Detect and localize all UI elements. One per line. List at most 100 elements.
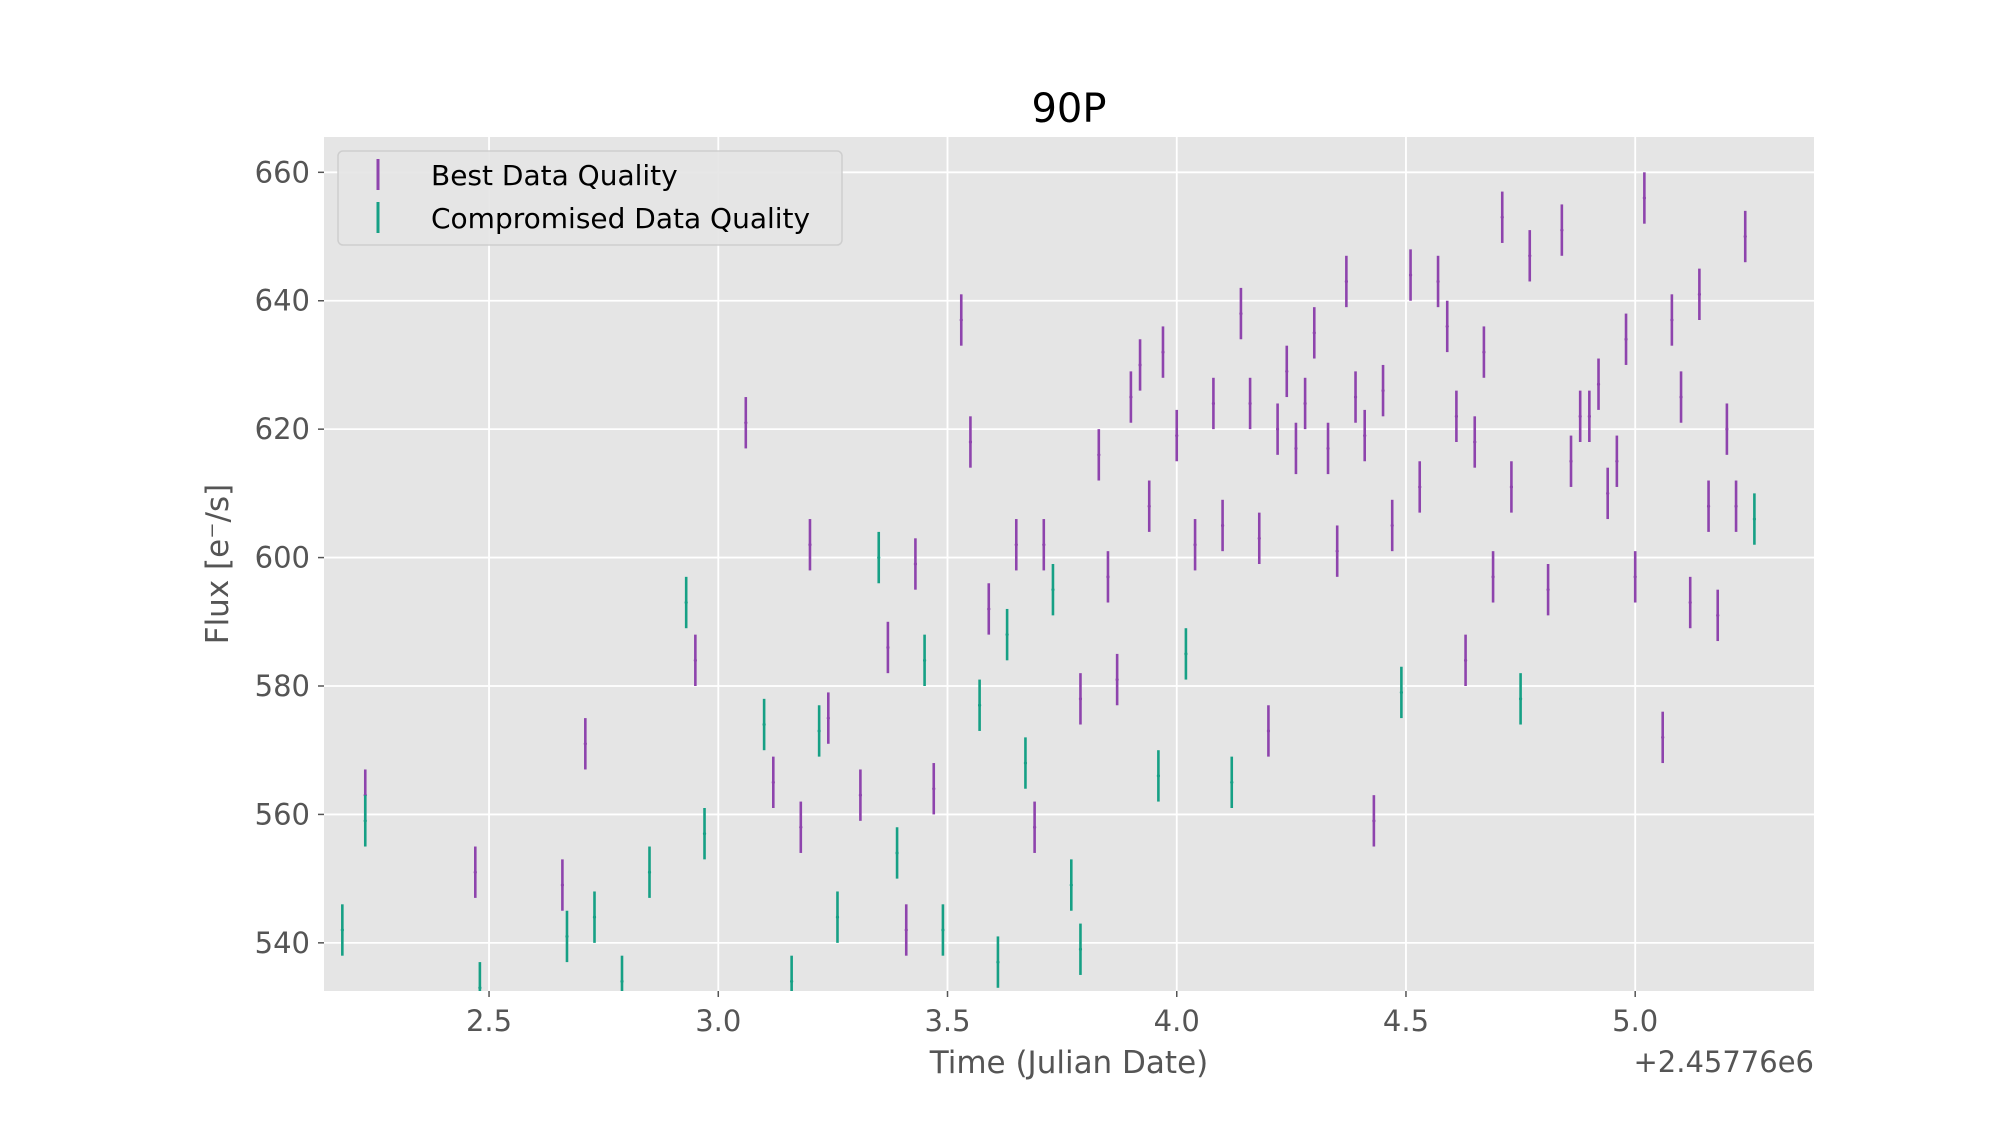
data-point-marker	[941, 928, 945, 932]
data-point-marker	[1615, 459, 1619, 463]
data-point-marker	[1276, 427, 1280, 431]
data-point-marker	[1706, 504, 1711, 508]
data-point-marker	[932, 787, 936, 791]
data-point-marker	[1473, 440, 1477, 444]
data-point-marker	[1257, 536, 1261, 540]
chart-title: 90P	[1031, 86, 1106, 132]
data-point-marker	[1014, 543, 1018, 547]
data-point-marker	[583, 742, 587, 746]
data-point-marker	[968, 440, 973, 444]
x-tick-label: 5.0	[1612, 1004, 1658, 1038]
data-point-marker	[1509, 485, 1514, 489]
data-point-marker	[826, 716, 830, 720]
series-1	[340, 493, 1756, 991]
data-point-marker	[1606, 491, 1610, 495]
data-point-marker	[1106, 575, 1110, 579]
x-axis-ticks: 2.5 3.0 3.5 4.0 4.5 5.0	[466, 991, 1658, 1038]
data-point-marker	[1193, 543, 1197, 547]
data-point-marker	[895, 851, 899, 855]
data-point-marker	[1097, 453, 1101, 457]
data-point-marker	[790, 979, 794, 983]
y-axis-ticks: 540 560 580 600 620 640 660	[255, 155, 324, 960]
data-point-marker	[1353, 395, 1358, 399]
data-point-marker	[987, 607, 991, 611]
y-tick-label: 640	[255, 284, 310, 318]
data-point-marker	[1051, 588, 1055, 592]
data-point-marker	[978, 703, 982, 707]
data-marks	[340, 172, 1756, 991]
data-point-marker	[799, 825, 803, 829]
data-point-marker	[1363, 433, 1367, 438]
data-point-marker	[817, 729, 821, 733]
x-tick-label: 4.5	[1383, 1004, 1429, 1038]
data-point-marker	[1344, 279, 1348, 284]
y-tick-label: 660	[255, 155, 310, 189]
data-point-marker	[1220, 523, 1225, 528]
data-point-marker	[1005, 633, 1009, 637]
data-point-marker	[904, 928, 908, 932]
series-0	[363, 172, 1747, 956]
data-point-marker	[647, 870, 652, 874]
data-point-marker	[1725, 427, 1729, 431]
data-point-marker	[1454, 414, 1458, 418]
data-point-marker	[1175, 433, 1179, 438]
data-point-marker	[1138, 363, 1142, 367]
data-point-marker	[1239, 311, 1243, 316]
data-point-marker	[996, 960, 1000, 964]
data-point-marker	[913, 562, 918, 566]
data-point-marker	[1115, 677, 1119, 682]
data-point-marker	[1624, 337, 1628, 341]
data-point-marker	[877, 555, 881, 560]
data-point-marker	[1078, 697, 1083, 701]
legend-label-compromised: Compromised Data Quality	[431, 202, 810, 235]
data-point-marker	[1560, 228, 1564, 232]
data-point-marker	[1679, 395, 1683, 399]
data-point-marker	[1445, 324, 1449, 329]
data-point-marker	[1372, 819, 1376, 823]
y-tick-label: 600	[255, 541, 310, 575]
data-point-marker	[1734, 504, 1738, 508]
data-point-marker	[1408, 273, 1413, 277]
data-point-marker	[1528, 254, 1532, 258]
data-point-marker	[1642, 196, 1646, 200]
data-point-marker	[1033, 825, 1037, 829]
x-tick-label: 4.0	[1154, 1004, 1200, 1038]
x-axis-label: Time (Julian Date)	[929, 1045, 1209, 1081]
data-point-marker	[1147, 504, 1151, 508]
legend-box	[337, 150, 843, 246]
x-tick-label: 2.5	[466, 1004, 512, 1038]
data-point-marker	[478, 986, 482, 990]
y-tick-label: 540	[255, 926, 310, 960]
data-point-marker	[1500, 215, 1504, 219]
data-point-marker	[363, 819, 367, 823]
data-point-marker	[1335, 549, 1339, 553]
data-point-marker	[592, 915, 597, 919]
data-point-marker	[1294, 446, 1298, 451]
data-point-marker	[1482, 350, 1486, 354]
data-point-marker	[1078, 947, 1083, 951]
data-point-marker	[1326, 446, 1330, 451]
data-point-marker	[1491, 575, 1495, 579]
plot-background	[324, 137, 1814, 991]
data-point-marker	[1211, 401, 1216, 406]
x-axis-offset-label: +2.45776e6	[1633, 1045, 1814, 1079]
data-point-marker	[1518, 697, 1523, 701]
data-point-marker	[1661, 735, 1665, 739]
y-tick-label: 580	[255, 669, 310, 703]
data-point-marker	[1587, 414, 1591, 418]
data-point-marker	[1303, 401, 1307, 406]
data-point-marker	[1596, 382, 1601, 386]
data-point-marker	[1023, 761, 1028, 765]
data-point-marker	[1390, 523, 1394, 528]
data-point-marker	[684, 600, 688, 605]
data-point-marker	[1688, 600, 1692, 605]
data-point-marker	[473, 870, 477, 874]
data-point-marker	[560, 883, 565, 887]
data-point-marker	[771, 780, 775, 784]
data-point-marker	[1546, 588, 1550, 592]
data-point-marker	[744, 421, 748, 425]
data-point-marker	[1381, 389, 1385, 393]
data-point-marker	[1716, 613, 1720, 617]
data-point-marker	[1752, 517, 1756, 521]
